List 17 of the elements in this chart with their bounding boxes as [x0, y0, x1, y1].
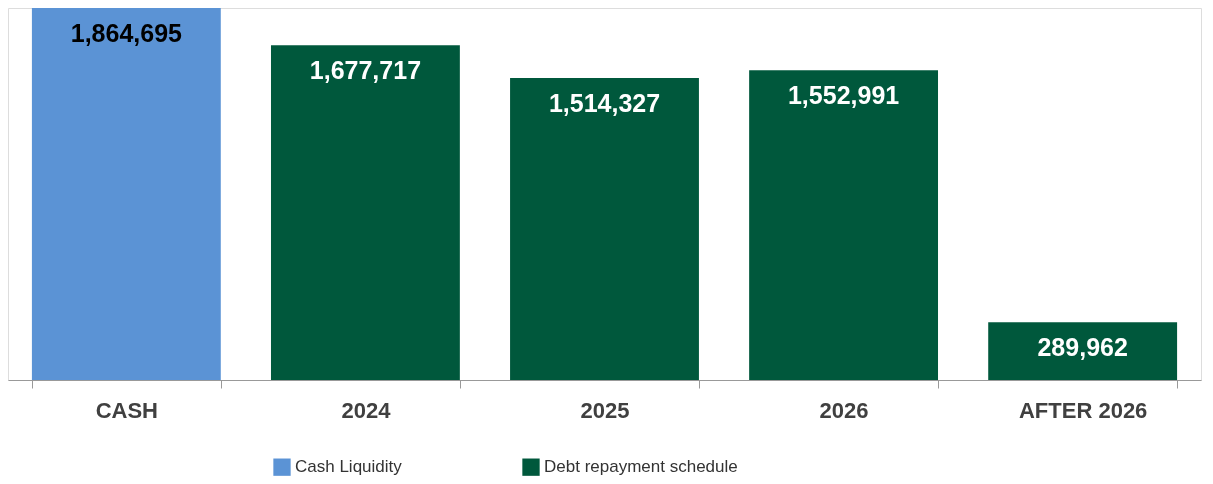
bar	[270, 45, 460, 380]
bar	[749, 70, 939, 380]
data-label: 289,962	[1037, 333, 1128, 362]
legend-label: Debt repayment schedule	[544, 457, 738, 477]
x-tick-label: AFTER 2026	[1018, 397, 1148, 423]
x-tick-label: CASH	[95, 397, 159, 423]
bar	[988, 322, 1178, 380]
data-label: 1,514,327	[548, 88, 661, 117]
x-tick-label: 2024	[341, 397, 392, 423]
x-tick-label: 2025	[580, 397, 630, 423]
bar	[510, 77, 699, 380]
legend-label: Cash Liquidity	[295, 457, 403, 477]
x-tick-label: 2026	[819, 397, 869, 423]
data-label: 1,864,695	[70, 19, 183, 47]
data-label: 1,552,991	[787, 81, 900, 110]
data-label: 1,677,717	[309, 56, 422, 85]
bar	[31, 8, 221, 380]
